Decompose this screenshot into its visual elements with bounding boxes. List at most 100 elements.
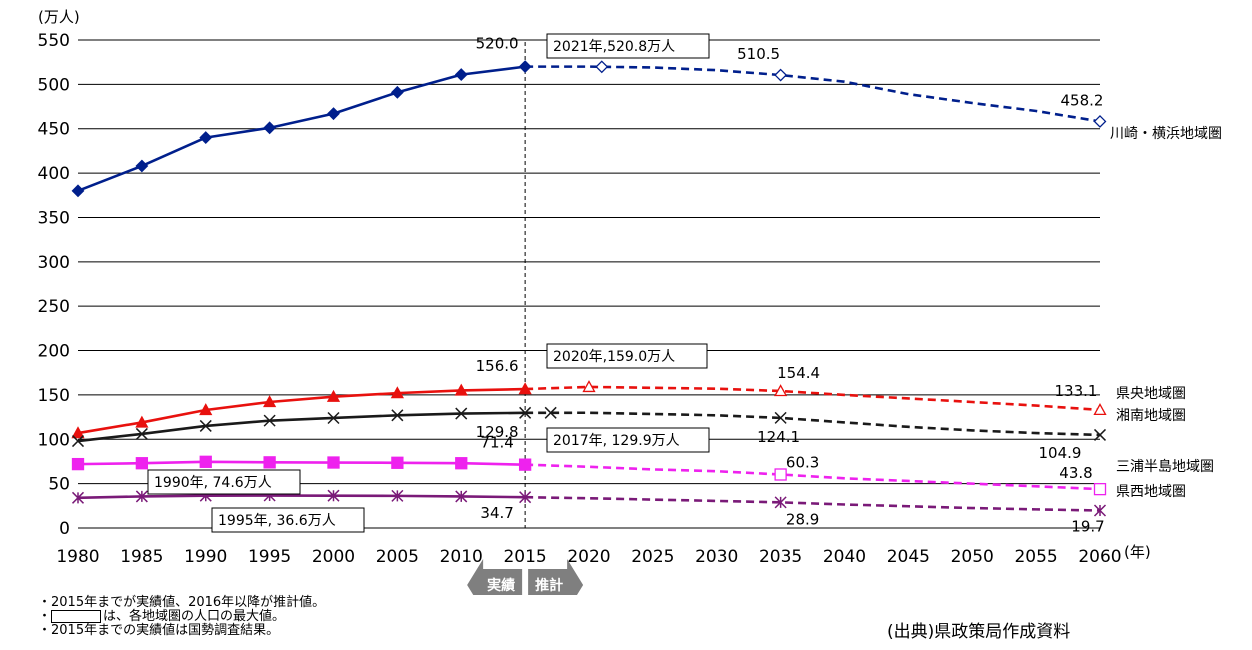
forecast-line	[525, 495, 1101, 512]
callout-text: 2021年,520.8万人	[553, 39, 675, 55]
data-point	[519, 406, 532, 419]
region-label: 県央地域圏	[1116, 386, 1186, 402]
data-point	[518, 458, 532, 471]
x-tick-label: 2030	[695, 547, 738, 567]
value-label: 71.4	[480, 434, 513, 452]
footnote-2: ・ は、各地域圏の人口の最大値。	[38, 610, 325, 624]
y-axis-ticks: 0 50 100 150 200 250 300 350 400 450 500 550	[38, 31, 70, 539]
data-point	[1093, 482, 1107, 496]
series-1	[71, 380, 1107, 439]
value-label: 104.9	[1039, 444, 1082, 462]
value-label: 520.0	[476, 35, 519, 53]
data-point	[455, 407, 468, 420]
data-point	[326, 389, 341, 402]
y-tick-label: 350	[38, 208, 70, 228]
x-tick-label: 2045	[887, 547, 930, 567]
y-tick-label: 100	[38, 430, 70, 450]
series-2	[71, 406, 1107, 448]
region-label: 湘南地域圏	[1116, 408, 1186, 424]
x-tick-label: 2025	[631, 547, 674, 567]
source-credit: (出典)県政策局作成資料	[887, 622, 1071, 642]
forecast-line	[525, 411, 1101, 437]
callout-text: 2020年,159.0万人	[553, 349, 675, 365]
data-point	[1093, 403, 1107, 416]
value-label: 19.7	[1071, 518, 1104, 536]
value-label: 510.5	[737, 45, 780, 63]
data-point	[1093, 428, 1107, 441]
x-tick-label: 2040	[823, 547, 866, 567]
y-tick-label: 150	[38, 386, 70, 406]
y-tick-label: 550	[38, 31, 70, 51]
x-tick-label: 2035	[759, 547, 802, 567]
data-point	[390, 386, 404, 399]
data-point	[774, 496, 787, 509]
data-point	[135, 159, 149, 173]
callout-text: 1990年, 74.6万人	[154, 475, 272, 491]
footnote-1: ・2015年までが実績値、2016年以降が推計値。	[38, 595, 326, 610]
data-point	[199, 455, 212, 468]
value-label: 34.7	[480, 504, 513, 522]
data-point	[71, 457, 85, 471]
series-lines	[71, 60, 1107, 517]
x-tick-label: 2000	[312, 547, 355, 567]
actual-line	[77, 494, 526, 500]
max-callout: 2017年, 129.9万人	[546, 427, 710, 453]
y-tick-label: 0	[59, 519, 70, 539]
data-point	[199, 419, 212, 432]
callout-box	[546, 33, 710, 59]
value-labels: 520.0 510.5 458.2 156.6 154.4 133.1 129.8 124.1…	[476, 35, 1105, 536]
note-box-icon	[51, 610, 102, 623]
value-label: 458.2	[1061, 91, 1104, 109]
actual-forecast-arrows: 実績 推計	[467, 559, 584, 595]
series-3	[71, 455, 1107, 496]
data-point	[595, 60, 609, 74]
data-point	[263, 121, 277, 135]
data-point	[135, 427, 148, 440]
data-point	[1093, 504, 1107, 517]
value-label: 60.3	[786, 453, 819, 471]
x-tick-label: 2020	[567, 547, 610, 567]
actual-line	[77, 387, 526, 435]
region-label: 県西地域圏	[1116, 484, 1186, 500]
x-tick-label: 2050	[951, 547, 994, 567]
series-4	[71, 489, 1107, 517]
forecast-line	[525, 385, 1101, 412]
value-label: 43.8	[1059, 464, 1092, 482]
data-point	[327, 107, 340, 121]
x-tick-label: 2060	[1078, 547, 1121, 567]
data-point	[391, 409, 404, 422]
value-label: 28.9	[786, 510, 819, 528]
data-point	[455, 490, 468, 503]
data-point	[518, 382, 532, 395]
forecast-line	[525, 463, 1101, 491]
data-point	[390, 85, 404, 99]
forecast-label: 推計	[535, 577, 563, 594]
x-tick-label: 2005	[376, 547, 419, 567]
x-tick-label: 2010	[440, 547, 483, 567]
data-point	[135, 490, 148, 503]
x-tick-label: 1985	[120, 547, 163, 567]
series-0	[71, 60, 1107, 198]
x-axis-ticks: 1980 1985 1990 1995 2000 2005 2010 2015 2020 2025…	[56, 547, 1121, 567]
data-point	[518, 60, 532, 74]
data-point	[774, 384, 788, 397]
y-tick-label: 200	[38, 342, 70, 362]
data-point	[71, 435, 85, 448]
y-tick-label: 300	[38, 253, 70, 273]
actual-line	[77, 411, 526, 443]
max-callout: 1995年, 36.6万人	[211, 507, 365, 533]
max-callouts: 2021年,520.8万人 2020年,159.0万人 2017年, 129.9万人…	[147, 33, 710, 533]
forecast-arrow	[528, 559, 584, 595]
x-tick-label: 2055	[1014, 547, 1057, 567]
max-callout: 2020年,159.0万人	[546, 343, 708, 369]
data-point	[327, 489, 340, 502]
data-point	[582, 380, 596, 393]
value-label: 129.8	[476, 423, 519, 441]
x-tick-label: 1980	[56, 547, 99, 567]
x-tick-label: 2015	[503, 547, 546, 567]
note-bullet: ・	[38, 609, 52, 624]
actual-arrow	[467, 559, 523, 595]
value-label: 154.4	[777, 364, 820, 382]
actual-label: 実績	[487, 577, 515, 594]
